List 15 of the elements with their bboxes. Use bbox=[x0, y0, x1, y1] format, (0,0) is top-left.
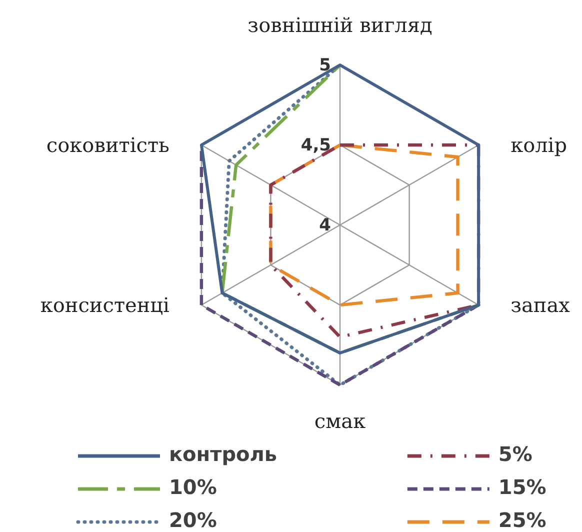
spoke-label: колір bbox=[510, 133, 568, 158]
legend-label: 25% bbox=[498, 508, 546, 532]
legend-label: 20% bbox=[168, 508, 217, 532]
legend-label: контроль bbox=[168, 442, 278, 466]
spoke-label: смак bbox=[314, 409, 366, 434]
legend-label: 15% bbox=[498, 475, 546, 500]
y-tick-label: 4 bbox=[319, 215, 332, 236]
y-tick-label: 4,5 bbox=[300, 135, 331, 156]
spoke-label: консистенці bbox=[40, 293, 170, 318]
legend-label: 5% bbox=[498, 442, 532, 466]
spoke-label: запах bbox=[510, 293, 571, 318]
spoke-label: зовнішній вигляд bbox=[248, 13, 432, 38]
y-tick-label: 5 bbox=[319, 55, 331, 76]
spoke-label: соковитість bbox=[46, 133, 170, 158]
legend-label: 10% bbox=[168, 475, 217, 500]
